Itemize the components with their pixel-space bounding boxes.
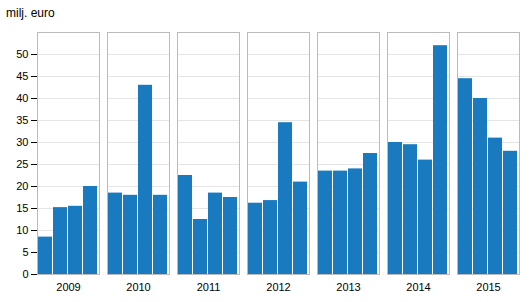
svg-text:2012: 2012 bbox=[266, 281, 290, 293]
svg-text:25: 25 bbox=[16, 158, 28, 170]
svg-text:2014: 2014 bbox=[406, 281, 430, 293]
svg-text:2010: 2010 bbox=[126, 281, 150, 293]
svg-text:5: 5 bbox=[22, 246, 28, 258]
svg-text:2013: 2013 bbox=[336, 281, 360, 293]
svg-text:0: 0 bbox=[22, 268, 28, 280]
svg-text:30: 30 bbox=[16, 136, 28, 148]
svg-text:2011: 2011 bbox=[197, 281, 221, 293]
html-text:milj. euro: milj. euro bbox=[6, 6, 55, 20]
svg-text:2015: 2015 bbox=[476, 281, 500, 293]
svg-text:40: 40 bbox=[16, 92, 28, 104]
svg-text:35: 35 bbox=[16, 114, 28, 126]
svg-text:50: 50 bbox=[16, 48, 28, 60]
svg-text:20: 20 bbox=[16, 180, 28, 192]
svg-text:45: 45 bbox=[16, 70, 28, 82]
svg-text:10: 10 bbox=[16, 224, 28, 236]
svg-text:2009: 2009 bbox=[56, 281, 80, 293]
svg-text:15: 15 bbox=[16, 202, 28, 214]
